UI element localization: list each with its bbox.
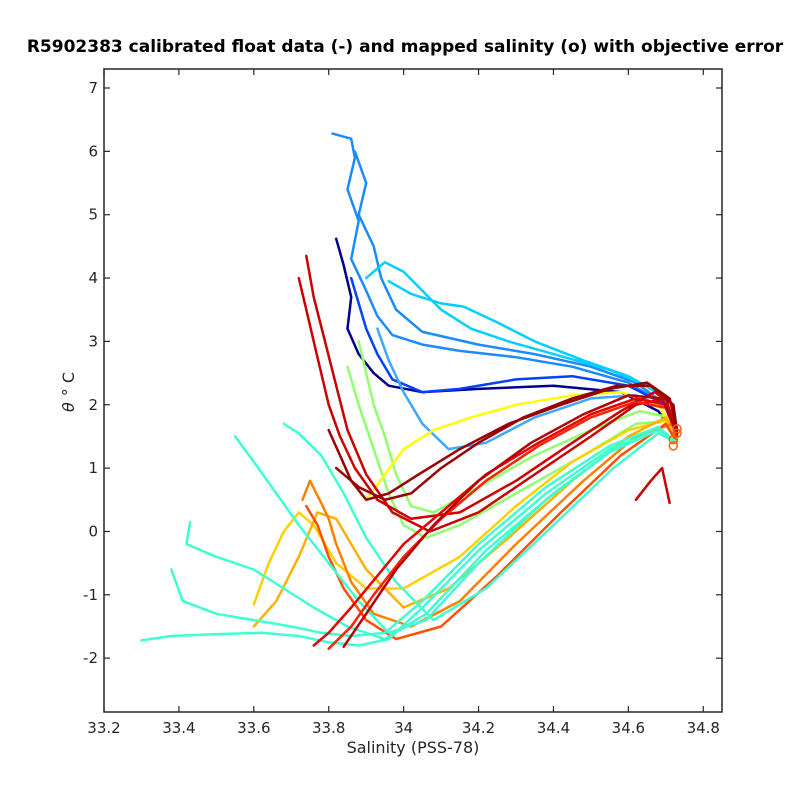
- y-tick-label: 6: [88, 142, 98, 160]
- profile-line-8: [357, 340, 679, 514]
- x-tick-label: 33.6: [237, 719, 270, 737]
- profile-line-19: [282, 422, 679, 622]
- svg-text:θ° C: θ ° C: [59, 372, 78, 412]
- x-axis-label: Salinity (PSS-78): [347, 738, 480, 757]
- profile-line-27: [634, 466, 671, 505]
- x-tick-label: 33.2: [87, 719, 120, 737]
- x-tick-label: 34: [394, 719, 413, 737]
- profile-line-25: [327, 400, 679, 650]
- x-tick-label: 34.4: [537, 719, 570, 737]
- x-axis: 33.2 33.4 33.6 33.8 34 34.2 34.4 34.6 34.8: [87, 69, 720, 737]
- profile-line-21: [305, 254, 679, 533]
- profile-line-1: [331, 132, 679, 435]
- profile-line-23: [334, 384, 679, 502]
- mapped-salinity-point: [668, 441, 679, 451]
- axes-box: [103, 68, 723, 713]
- mapped-salinity-points: [668, 424, 682, 451]
- y-axis: -2 -1 0 1 2 3 4 5 6 7: [83, 79, 722, 667]
- profile-line-9: [346, 365, 679, 540]
- mapped-salinity-point: [672, 424, 682, 434]
- profile-line-24: [312, 397, 679, 647]
- y-tick-label: 0: [88, 522, 98, 540]
- mapped-salinity-point: [672, 428, 682, 439]
- x-tick-label: 34.2: [462, 719, 495, 737]
- profile-line-15: [140, 428, 679, 647]
- x-tick-label: 33.4: [162, 719, 195, 737]
- y-tick-label: 7: [88, 79, 98, 97]
- chart-title: R5902383 calibrated float data (-) and m…: [27, 37, 784, 57]
- profile-line-26: [342, 394, 679, 648]
- y-tick-label: 1: [88, 459, 98, 477]
- x-tick-label: 34.6: [612, 719, 645, 737]
- profile-line-12: [252, 416, 679, 628]
- x-tick-label: 33.8: [312, 719, 345, 737]
- profile-line-2: [353, 150, 679, 432]
- x-tick-label: 34.8: [687, 719, 720, 737]
- y-tick-label: 2: [88, 396, 98, 414]
- profile-line-14: [305, 422, 679, 641]
- y-tick-label: -2: [83, 649, 98, 667]
- y-axis-label: θ ° C: [59, 372, 78, 412]
- y-axis-label-symbol: θ: [59, 402, 78, 412]
- y-tick-label: 3: [88, 332, 98, 350]
- y-axis-label-unit: ° C: [59, 372, 78, 396]
- y-tick-label: 5: [88, 206, 98, 224]
- profile-line-6: [349, 276, 679, 435]
- y-tick-label: -1: [83, 586, 98, 604]
- y-tick-label: 4: [88, 269, 98, 287]
- profile-line-18: [233, 428, 679, 635]
- plot-lines: [140, 132, 679, 650]
